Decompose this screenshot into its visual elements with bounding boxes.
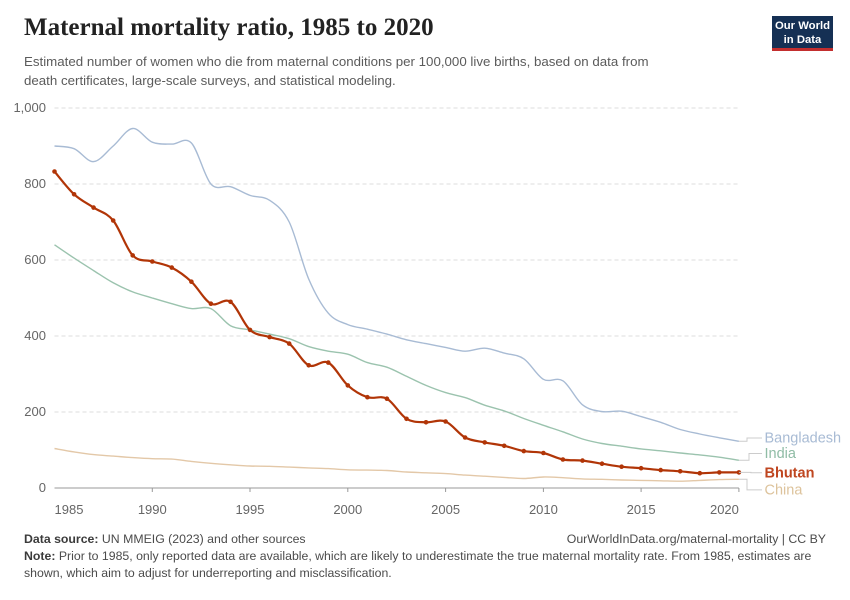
svg-text:400: 400 bbox=[24, 328, 46, 343]
svg-text:1,000: 1,000 bbox=[13, 100, 46, 115]
svg-text:2010: 2010 bbox=[529, 502, 558, 517]
svg-text:Bhutan: Bhutan bbox=[765, 465, 815, 481]
svg-text:0: 0 bbox=[39, 480, 46, 495]
svg-text:1985: 1985 bbox=[55, 502, 84, 517]
svg-text:2020: 2020 bbox=[710, 502, 739, 517]
svg-text:2005: 2005 bbox=[431, 502, 460, 517]
svg-text:2015: 2015 bbox=[627, 502, 656, 517]
svg-text:200: 200 bbox=[24, 404, 46, 419]
svg-text:India: India bbox=[765, 446, 797, 462]
svg-text:2000: 2000 bbox=[333, 502, 362, 517]
svg-text:600: 600 bbox=[24, 252, 46, 267]
svg-text:Bangladesh: Bangladesh bbox=[765, 431, 842, 447]
svg-text:800: 800 bbox=[24, 176, 46, 191]
svg-text:1995: 1995 bbox=[236, 502, 265, 517]
svg-text:1990: 1990 bbox=[138, 502, 167, 517]
svg-text:China: China bbox=[765, 482, 804, 498]
